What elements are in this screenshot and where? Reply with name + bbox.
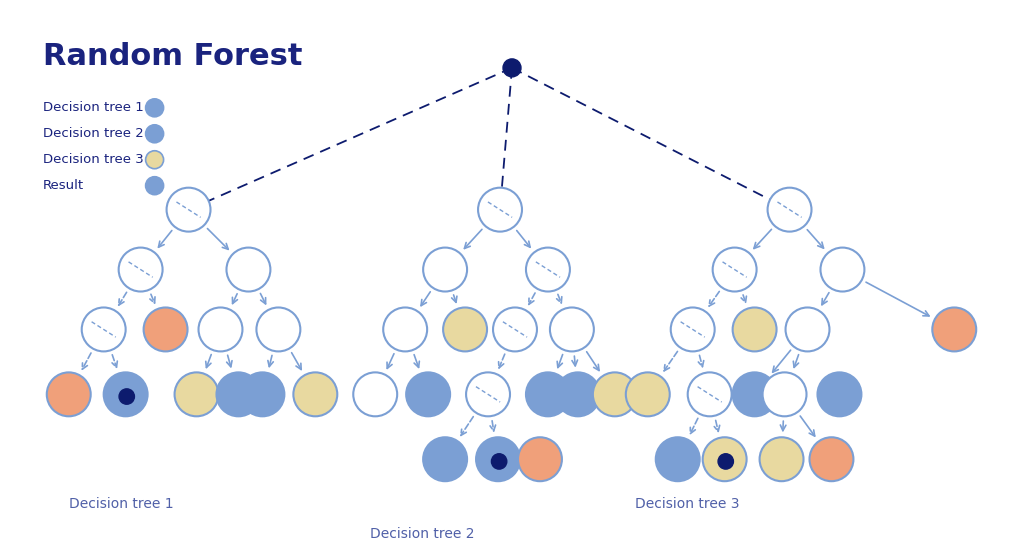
Text: Random Forest: Random Forest <box>43 42 302 71</box>
Circle shape <box>810 437 853 481</box>
Circle shape <box>556 372 600 416</box>
Circle shape <box>932 307 976 352</box>
Circle shape <box>550 307 594 352</box>
Circle shape <box>785 307 829 352</box>
Circle shape <box>143 307 187 352</box>
Circle shape <box>518 437 562 481</box>
Circle shape <box>713 247 757 292</box>
Circle shape <box>593 372 637 416</box>
Circle shape <box>763 372 807 416</box>
Circle shape <box>478 187 522 232</box>
Circle shape <box>671 307 715 352</box>
Text: Decision tree 1: Decision tree 1 <box>69 497 173 511</box>
Circle shape <box>383 307 427 352</box>
Circle shape <box>820 247 864 292</box>
Circle shape <box>688 372 731 416</box>
Circle shape <box>167 187 211 232</box>
Circle shape <box>466 372 510 416</box>
Circle shape <box>216 372 260 416</box>
Text: Decision tree 1: Decision tree 1 <box>43 101 143 114</box>
Circle shape <box>817 372 861 416</box>
Circle shape <box>493 307 537 352</box>
Circle shape <box>492 454 507 469</box>
Circle shape <box>226 247 270 292</box>
Circle shape <box>732 307 776 352</box>
Circle shape <box>476 437 520 481</box>
Circle shape <box>174 372 218 416</box>
Circle shape <box>145 125 164 143</box>
Circle shape <box>732 372 776 416</box>
Circle shape <box>423 247 467 292</box>
Circle shape <box>626 372 670 416</box>
Circle shape <box>526 247 570 292</box>
Circle shape <box>241 372 285 416</box>
Text: Decision tree 2: Decision tree 2 <box>371 527 475 541</box>
Circle shape <box>145 177 164 195</box>
Text: Result: Result <box>43 179 84 192</box>
Circle shape <box>526 372 570 416</box>
Circle shape <box>82 307 126 352</box>
Circle shape <box>353 372 397 416</box>
Circle shape <box>702 437 746 481</box>
Circle shape <box>503 59 521 77</box>
Circle shape <box>145 99 164 117</box>
Circle shape <box>119 389 134 404</box>
Text: Decision tree 3: Decision tree 3 <box>635 497 739 511</box>
Circle shape <box>293 372 337 416</box>
Circle shape <box>443 307 487 352</box>
Circle shape <box>119 247 163 292</box>
Circle shape <box>103 372 147 416</box>
Circle shape <box>145 151 164 169</box>
Circle shape <box>199 307 243 352</box>
Circle shape <box>760 437 804 481</box>
Circle shape <box>655 437 699 481</box>
Circle shape <box>407 372 451 416</box>
Circle shape <box>47 372 91 416</box>
Circle shape <box>256 307 300 352</box>
Circle shape <box>768 187 811 232</box>
Circle shape <box>423 437 467 481</box>
Circle shape <box>718 454 733 469</box>
Text: Decision tree 2: Decision tree 2 <box>43 128 143 140</box>
Text: Decision tree 3: Decision tree 3 <box>43 153 143 166</box>
